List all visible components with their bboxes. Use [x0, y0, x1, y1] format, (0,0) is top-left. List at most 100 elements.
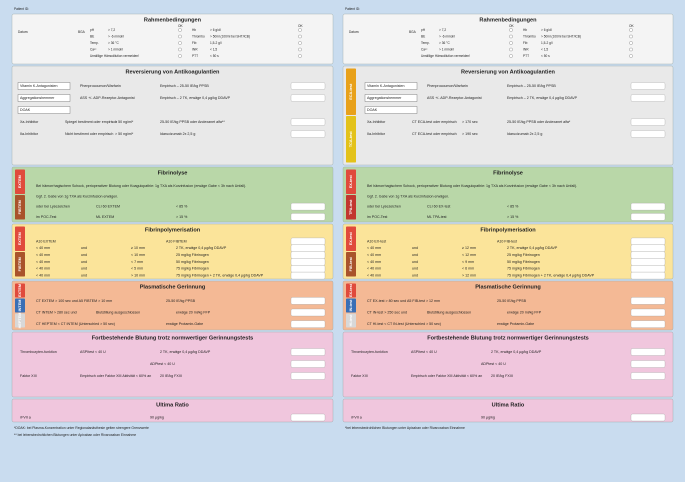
condition: 1,5-2 g/l: [541, 41, 553, 45]
condition: > 36 °C: [439, 41, 450, 45]
input-box[interactable]: [290, 118, 326, 126]
input-box[interactable]: [290, 348, 326, 356]
input-box[interactable]: [290, 130, 326, 138]
input-box[interactable]: [630, 258, 666, 266]
input-box[interactable]: [290, 202, 326, 211]
input-box[interactable]: [290, 213, 326, 221]
cell-text: ≥ 12 mm: [462, 246, 476, 250]
condition: Ca²⁺: [421, 47, 428, 51]
cell-text: 50 mg/kg Fibrinogen: [176, 260, 209, 264]
patient-label: Patient ID:: [345, 7, 360, 11]
cell-text: und: [412, 260, 418, 264]
cell-text: Ggf. 2. Gabe von 1g TXA als Kurzinfusion…: [367, 194, 449, 198]
cell-text: ASS +/- ADP-Rezeptor-Antagonist: [427, 96, 482, 100]
tab: [15, 298, 25, 313]
section-title: Reversierung von Antikoagulantien: [461, 69, 556, 75]
input-box[interactable]: [290, 320, 326, 328]
section: [11, 280, 334, 331]
condition: > 6 g/dl: [541, 28, 552, 32]
cell-text: Phenprocoumon/Warfarin: [80, 84, 121, 88]
input-box[interactable]: [290, 271, 326, 280]
input-box[interactable]: [630, 297, 666, 305]
cell-text: Spiegel bestimmt oder empirisch: [65, 120, 117, 124]
cell-text: Faktor XIII: [351, 374, 368, 378]
cell-text: > 10 mm: [131, 274, 145, 278]
input-box[interactable]: [630, 320, 666, 328]
input-box[interactable]: [630, 82, 666, 90]
input-box[interactable]: [290, 258, 326, 266]
input-box[interactable]: [630, 271, 666, 280]
cell-text: und: [81, 274, 87, 278]
input-box[interactable]: [630, 348, 666, 356]
input-box[interactable]: [290, 265, 326, 273]
cell-text: im POC-Test: [36, 215, 56, 219]
cell-text: 75 mg/kg Fibrinogen: [507, 267, 540, 271]
ok-check: [509, 28, 513, 32]
cell-text: CLI 60 EX-test: [427, 205, 450, 209]
input-box[interactable]: [630, 118, 666, 126]
input-box[interactable]: [630, 244, 666, 252]
ok-check: [298, 47, 302, 52]
input-box[interactable]: [630, 251, 666, 259]
ok-check: [509, 34, 513, 39]
input-box[interactable]: [630, 360, 666, 368]
input-box[interactable]: [290, 94, 326, 102]
section-title: Fibrinolyse: [158, 170, 188, 176]
input-box[interactable]: [630, 237, 666, 246]
input-box[interactable]: [630, 94, 666, 102]
ok-check: [298, 34, 302, 39]
cell-text: 2 TK, erwäge 0,4 µg/kg DDAVP: [491, 350, 542, 354]
cell-text: < 40 mm: [36, 260, 50, 264]
label-box: [364, 106, 418, 114]
cell-text: < 9 mm: [462, 260, 474, 264]
input-box[interactable]: [630, 130, 666, 138]
condition: < 1,5: [210, 47, 217, 51]
condition: PTT: [192, 54, 198, 58]
input-box[interactable]: [630, 308, 666, 317]
section-title: Rahmenbedingungen: [144, 17, 202, 23]
cell-text: A10 FIB-test: [497, 239, 517, 243]
input-box[interactable]: [290, 244, 326, 252]
input-box[interactable]: [290, 413, 326, 422]
input-box[interactable]: [290, 251, 326, 259]
condition: Hb: [192, 28, 196, 32]
cell-text: 50 mg/kg Fibrinogen: [507, 260, 540, 264]
input-box[interactable]: [290, 82, 326, 90]
input-box[interactable]: [290, 297, 326, 305]
condition: BE: [90, 34, 94, 38]
footnote: ** bei lebensbedrohlichen Blutungen unte…: [14, 433, 136, 437]
ok-label: OK: [298, 24, 303, 28]
input-box[interactable]: [290, 372, 326, 380]
input-box[interactable]: [630, 202, 666, 211]
cell-text: Vitamin K-Antagonisten: [367, 84, 405, 88]
condition: Unstillige Hämodilution vermeiden!: [90, 54, 139, 58]
cell-text: rFVII a: [20, 415, 31, 419]
cell-text: Faktor XIII: [20, 374, 37, 378]
label-box: [364, 82, 418, 90]
cell-text: 90 µg/kg: [481, 415, 495, 419]
condition: Temp.: [421, 41, 430, 45]
input-box[interactable]: [630, 213, 666, 221]
condition: > 50/nl (100/nl bei SHT/ICB): [541, 34, 581, 38]
input-box[interactable]: [630, 413, 666, 422]
section-title: Ultima Ratio: [156, 402, 189, 408]
cell-text: < 7 mm: [131, 260, 143, 264]
cell-text: > 190 sec: [462, 132, 478, 136]
cell-text: 2 TK, erwäge 0,4 µg/kg DDAVP: [160, 350, 211, 354]
input-box[interactable]: [290, 237, 326, 246]
cell-text: IIa-Inhibitor: [20, 132, 39, 136]
condition: > 50/nl (100/nl bei SHT/ICB): [210, 34, 250, 38]
cell-text: ASPItest < 40 U: [80, 350, 106, 354]
input-box[interactable]: [630, 265, 666, 273]
input-box[interactable]: [630, 372, 666, 380]
cell-text: < 40 mm: [36, 246, 50, 250]
label-box: [364, 94, 418, 102]
condition: INR: [192, 47, 198, 51]
cell-text: CT ECA-test oder empirisch: [412, 132, 457, 136]
input-box[interactable]: [290, 360, 326, 368]
condition: > 1 mmol/l: [108, 47, 123, 51]
cell-text: < 10 mm: [131, 253, 145, 257]
section: [342, 166, 674, 223]
cell-text: Vitamin K-Antagonisten: [20, 84, 58, 88]
input-box[interactable]: [290, 308, 326, 317]
